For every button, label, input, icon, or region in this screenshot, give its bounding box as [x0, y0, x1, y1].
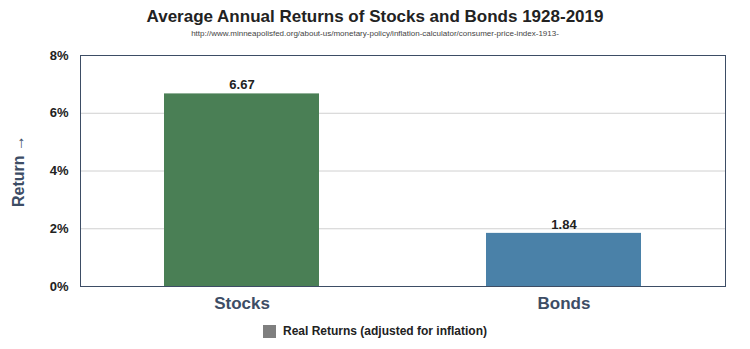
html-text:http://www.minneapolisfed.org/: http://www.minneapolisfed.org/about-us/m… — [191, 29, 559, 38]
svg-text:8%: 8% — [50, 48, 69, 63]
html-text:Real Returns (adjusted for inf: Real Returns (adjusted for inflation) — [283, 324, 487, 338]
svg-text:2%: 2% — [50, 221, 69, 236]
svg-text:4%: 4% — [50, 163, 69, 178]
svg-text:6.67: 6.67 — [229, 77, 254, 92]
svg-text:1.84: 1.84 — [551, 217, 577, 232]
svg-text:Bonds: Bonds — [538, 294, 591, 313]
svg-text:6%: 6% — [50, 105, 69, 120]
html-text:Average Annual Returns of Stoc: Average Annual Returns of Stocks and Bon… — [146, 7, 604, 26]
svg-text:Return →: Return → — [10, 135, 27, 207]
svg-text:0%: 0% — [50, 279, 69, 294]
svg-text:Stocks: Stocks — [214, 294, 270, 313]
